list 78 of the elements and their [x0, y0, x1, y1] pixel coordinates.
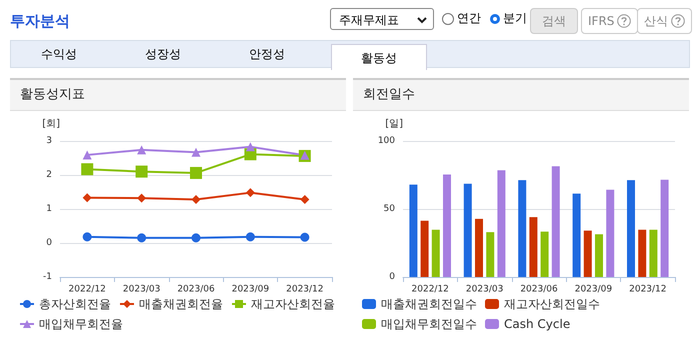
- text: 안정성: [248, 46, 286, 63]
- text: 주재무제표: [330, 8, 434, 30]
- text: 성장성: [144, 46, 182, 63]
- text: 분기: [503, 11, 527, 25]
- y-axis-title: [회]: [42, 118, 60, 130]
- legend-label: 재고자산회전일수: [504, 297, 600, 311]
- text: 산식: [637, 8, 692, 34]
- x-tick-label: 2023/06: [177, 284, 215, 294]
- x-tick-label: 2023/03: [466, 284, 504, 294]
- y-axis-title: [일]: [385, 118, 404, 130]
- y-tick-label: 50: [384, 204, 396, 214]
- bar: [572, 194, 581, 277]
- bar: [595, 234, 603, 277]
- y-tick-label: 3: [46, 136, 52, 146]
- legend-label: 매출채권회전율: [139, 297, 223, 311]
- bar: [420, 220, 429, 277]
- bar: [649, 230, 658, 277]
- legend-label: 총자산회전율: [39, 297, 111, 311]
- point: [137, 145, 146, 154]
- point: [137, 233, 146, 242]
- text: 투자분석: [10, 12, 70, 31]
- point: [246, 142, 255, 152]
- x-tick-label: 2022/12: [412, 284, 449, 294]
- text: 수익성: [40, 46, 78, 63]
- bar: [464, 184, 472, 277]
- legend-label: 매출채권회전일수: [381, 297, 477, 311]
- bar: [432, 230, 440, 277]
- x-tick-label: 2023/12: [629, 284, 666, 294]
- bar: [540, 232, 549, 277]
- point: [82, 193, 92, 202]
- chart-title: 활동성지표: [10, 80, 346, 111]
- text: 활동성: [331, 44, 427, 70]
- y-tick-label: 0: [46, 238, 52, 248]
- bar: [660, 180, 669, 277]
- x-tick-label: 2023/09: [574, 284, 612, 294]
- y-tick-label: 0: [389, 272, 396, 282]
- point: [82, 232, 92, 242]
- legend-label: Cash Cycle: [504, 317, 570, 331]
- x-tick-label: 2022/12: [68, 284, 106, 294]
- point: [81, 163, 94, 176]
- y-tick-label: 2: [46, 170, 52, 180]
- point: [246, 232, 255, 242]
- text: IFRS: [581, 8, 638, 34]
- point: [190, 166, 202, 179]
- point: [192, 233, 200, 242]
- point: [136, 166, 148, 178]
- bar: [552, 166, 560, 277]
- point: [82, 150, 92, 160]
- bar: [443, 174, 451, 277]
- point: [300, 194, 310, 204]
- x-tick-label: 2023/03: [122, 284, 160, 294]
- bar: [627, 180, 635, 277]
- legend-label: 재고자산회전율: [251, 297, 335, 311]
- point: [192, 194, 200, 204]
- bar: [529, 217, 538, 277]
- bar: [606, 190, 614, 277]
- bar: [497, 170, 506, 277]
- point: [137, 194, 146, 203]
- x-tick-label: 2023/12: [286, 284, 324, 294]
- x-tick-label: 2023/06: [520, 284, 558, 294]
- point: [246, 188, 255, 198]
- y-tick-label: -1: [43, 272, 52, 282]
- x-tick-label: 2023/09: [232, 284, 270, 294]
- bar: [475, 218, 483, 277]
- bar: [584, 230, 592, 277]
- legend-label: 매입채무회전율: [39, 317, 123, 331]
- text: 연간: [457, 11, 481, 25]
- bar: [409, 184, 418, 277]
- legend-label: 매입채무회전일수: [381, 317, 477, 331]
- point: [192, 148, 200, 157]
- y-tick-label: 1: [46, 204, 52, 214]
- bar: [486, 232, 494, 277]
- bar: [518, 180, 526, 277]
- bar: [638, 230, 646, 277]
- point: [300, 232, 310, 242]
- chart-title: 회전일수: [353, 80, 689, 111]
- y-tick-label: 100: [378, 136, 396, 146]
- text: 검색: [530, 8, 578, 34]
